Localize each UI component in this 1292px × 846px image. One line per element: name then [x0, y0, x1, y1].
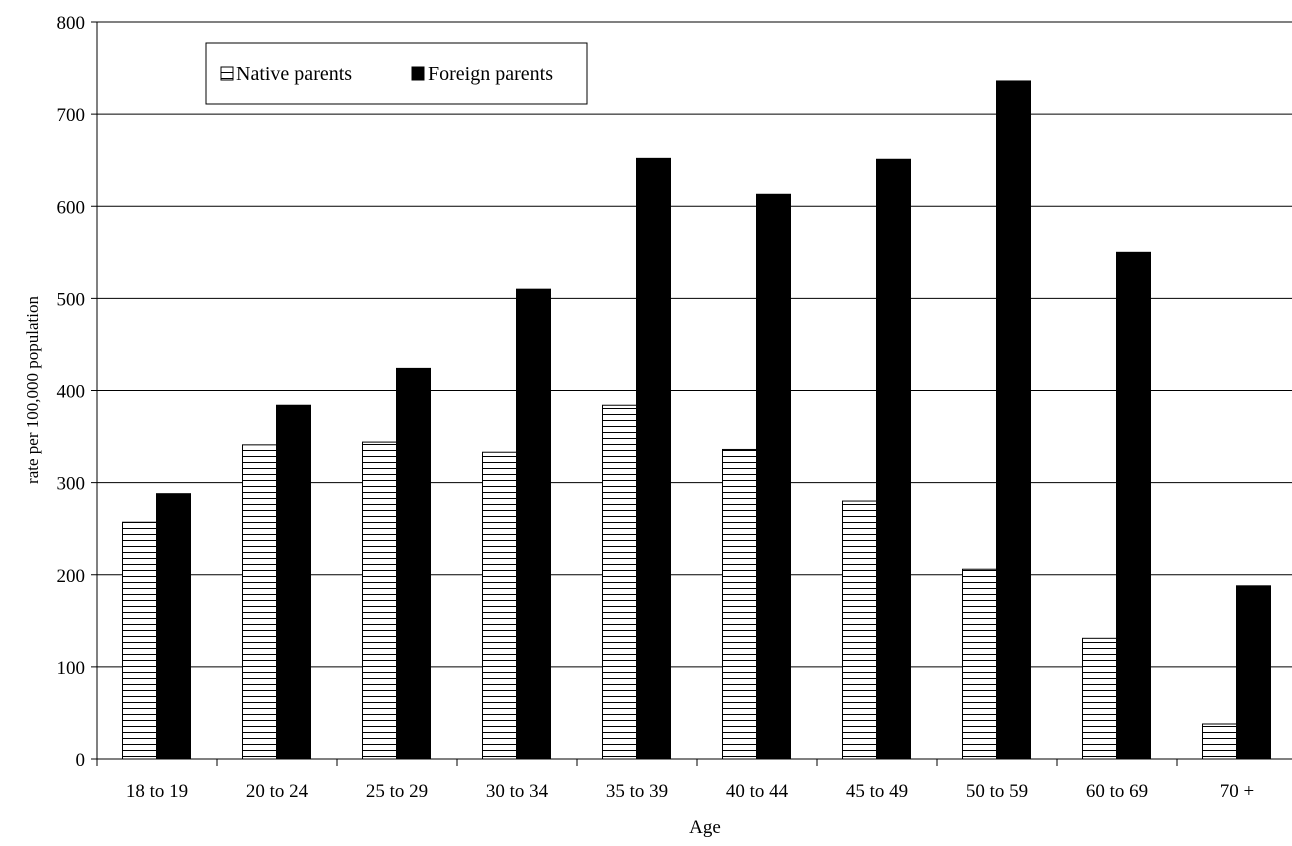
x-tick-label: 40 to 44: [726, 781, 789, 802]
bar-foreign-parents: [1236, 585, 1271, 760]
x-tick-label: 60 to 69: [1086, 781, 1148, 802]
bar-foreign-parents: [996, 80, 1031, 760]
bar-foreign-parents: [276, 404, 311, 760]
y-tick-labels: 0 100 200 300 400 500 600 700 800: [57, 13, 86, 771]
bar-native-parents: [962, 568, 997, 760]
legend-swatch-foreign-parents: [411, 66, 425, 81]
legend: Native parents Foreign parents: [205, 42, 588, 105]
bar-native-parents: [602, 404, 637, 760]
y-tick-label: 700: [57, 105, 86, 126]
bar-native-parents: [242, 444, 277, 760]
bar-native-parents: [362, 441, 397, 760]
bar-native-parents: [1202, 723, 1237, 760]
legend-label-foreign-parents: Foreign parents: [428, 63, 553, 85]
bar-foreign-parents: [636, 157, 671, 760]
y-tick-label: 600: [57, 197, 86, 218]
bar-foreign-parents: [516, 288, 551, 760]
bar-native-parents: [1082, 637, 1117, 760]
bar-foreign-parents: [876, 158, 911, 760]
x-tick-label: 45 to 49: [846, 781, 908, 802]
x-tick-label: 20 to 24: [246, 781, 309, 802]
bar-native-parents: [842, 500, 877, 760]
x-tick-label: 70 +: [1220, 781, 1254, 802]
y-tick-label: 0: [76, 750, 86, 771]
y-axis-title: rate per 100,000 population: [23, 296, 42, 484]
axes: [91, 21, 1292, 766]
bar-foreign-parents: [756, 193, 791, 760]
x-tick-label: 18 to 19: [126, 781, 188, 802]
legend-box: [205, 42, 588, 105]
bar-native-parents: [482, 451, 517, 760]
x-tick-label: 35 to 39: [606, 781, 668, 802]
y-tick-label: 800: [57, 13, 86, 34]
y-tick-label: 400: [57, 382, 86, 403]
legend-swatch-native-parents: [220, 66, 234, 81]
x-tick-labels: 18 to 19 20 to 24 25 to 29 30 to 34 35 to 39…: [126, 781, 1254, 802]
y-tick-label: 200: [57, 566, 86, 587]
bar-native-parents: [722, 448, 757, 760]
x-tick-label: 30 to 34: [486, 781, 549, 802]
x-axis-title: Age: [689, 817, 721, 838]
bars: [122, 80, 1271, 760]
bar-foreign-parents: [1116, 251, 1151, 760]
bar-foreign-parents: [396, 367, 431, 760]
y-tick-label: 100: [57, 658, 86, 679]
y-tick-label: 300: [57, 474, 86, 495]
legend-label-native-parents: Native parents: [236, 63, 352, 85]
x-tick-label: 50 to 59: [966, 781, 1028, 802]
bar-foreign-parents: [156, 493, 191, 760]
bar-native-parents: [122, 521, 157, 760]
y-tick-label: 500: [57, 289, 86, 310]
x-tick-label: 25 to 29: [366, 781, 428, 802]
